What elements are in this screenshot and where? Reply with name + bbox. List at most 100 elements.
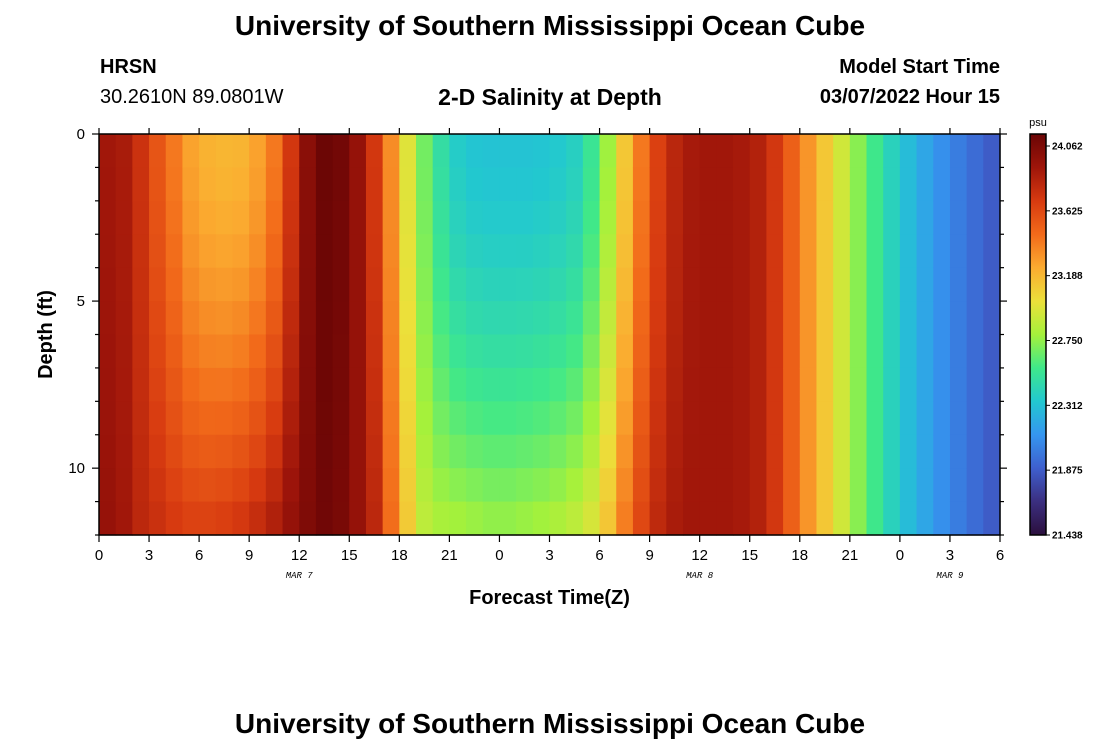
heatmap-cell bbox=[566, 468, 584, 503]
heatmap-cell bbox=[916, 334, 934, 369]
heatmap-cell bbox=[966, 367, 984, 402]
heatmap-cell bbox=[699, 401, 717, 436]
heatmap-cell bbox=[599, 334, 617, 369]
heatmap-cell bbox=[666, 367, 684, 402]
heatmap-cell bbox=[549, 501, 567, 536]
heatmap-cell bbox=[132, 468, 150, 503]
heatmap-cell bbox=[282, 167, 300, 202]
heatmap-cell bbox=[416, 434, 434, 469]
heatmap-cell bbox=[899, 434, 918, 469]
heatmap-cell bbox=[983, 501, 1001, 536]
colorbar-tick-label: 21.875 bbox=[1052, 466, 1083, 477]
heatmap-cell bbox=[616, 301, 634, 336]
heatmap-cell bbox=[432, 468, 450, 503]
heatmap-cell bbox=[849, 367, 868, 402]
heatmap-cell bbox=[966, 434, 984, 469]
heatmap-cell bbox=[716, 134, 734, 169]
heatmap-cell bbox=[983, 334, 1001, 369]
heatmap-cell bbox=[432, 334, 450, 369]
heatmap-cell bbox=[299, 234, 317, 269]
heatmap-cell bbox=[249, 234, 267, 269]
heatmap-cell bbox=[983, 401, 1001, 436]
heatmap-cell bbox=[649, 134, 667, 169]
heatmap-cell bbox=[816, 167, 834, 202]
heatmap-cell bbox=[883, 434, 901, 469]
heatmap-cell bbox=[599, 434, 617, 469]
heatmap-cell bbox=[215, 367, 234, 402]
heatmap-cell bbox=[149, 468, 167, 503]
heatmap-cell bbox=[649, 468, 667, 503]
heatmap-cell bbox=[983, 200, 1001, 235]
heatmap-cell bbox=[916, 234, 934, 269]
heatmap-cell bbox=[199, 234, 217, 269]
heatmap-cell bbox=[899, 267, 918, 302]
heatmap-cell bbox=[365, 334, 384, 369]
heatmap-cell bbox=[582, 501, 601, 536]
heatmap-cell bbox=[399, 434, 417, 469]
heatmap-cell bbox=[766, 234, 784, 269]
heatmap-cell bbox=[416, 134, 434, 169]
heatmap-cell bbox=[933, 301, 951, 336]
heatmap-cell bbox=[165, 267, 184, 302]
heatmap-cell bbox=[783, 468, 801, 503]
heatmap-cell bbox=[332, 334, 350, 369]
heatmap-cell bbox=[332, 134, 350, 169]
heatmap-cell bbox=[899, 200, 918, 235]
colorbar-tick-label: 22.312 bbox=[1052, 401, 1083, 412]
heatmap-cell bbox=[566, 134, 584, 169]
x-tick-label: 12 bbox=[691, 547, 708, 564]
heatmap-cell bbox=[616, 134, 634, 169]
heatmap-cell bbox=[916, 367, 934, 402]
heatmap-cell bbox=[432, 401, 450, 436]
heatmap-cell bbox=[349, 134, 367, 169]
heatmap-cell bbox=[282, 468, 300, 503]
heatmap-cell bbox=[616, 468, 634, 503]
heatmap-cell bbox=[115, 434, 133, 469]
heatmap-cell bbox=[265, 501, 284, 536]
heatmap-cell bbox=[666, 234, 684, 269]
y-axis-ticks: 0 5 10 bbox=[68, 126, 1007, 536]
heatmap-cell bbox=[165, 468, 184, 503]
heatmap-cell bbox=[466, 267, 484, 302]
heatmap-cell bbox=[582, 334, 601, 369]
heatmap-cell bbox=[816, 267, 834, 302]
heatmap-cell bbox=[516, 200, 534, 235]
heatmap-cell bbox=[549, 234, 567, 269]
heatmap-cell bbox=[849, 134, 868, 169]
heatmap-cell bbox=[249, 167, 267, 202]
heatmap-cell bbox=[783, 167, 801, 202]
heatmap-cell bbox=[299, 401, 317, 436]
heatmap-cell bbox=[599, 367, 617, 402]
heatmap-cell bbox=[899, 401, 918, 436]
heatmap-cell bbox=[766, 434, 784, 469]
heatmap-cell bbox=[249, 134, 267, 169]
heatmap-cell bbox=[983, 167, 1001, 202]
heatmap-cell bbox=[165, 167, 184, 202]
heatmap-cell bbox=[849, 301, 868, 336]
heatmap-cell bbox=[549, 200, 567, 235]
heatmap-cell bbox=[365, 501, 384, 536]
heatmap-cell bbox=[666, 434, 684, 469]
heatmap-cell bbox=[699, 200, 717, 235]
heatmap-cell bbox=[949, 134, 968, 169]
heatmap-cell bbox=[716, 401, 734, 436]
date-label: MAR 9 bbox=[936, 571, 964, 581]
heatmap-cell bbox=[215, 501, 234, 536]
heatmap-cell bbox=[532, 434, 551, 469]
heatmap-cell bbox=[549, 134, 567, 169]
heatmap-cell bbox=[949, 434, 968, 469]
heatmap-cell bbox=[833, 367, 851, 402]
heatmap-cell bbox=[783, 501, 801, 536]
heatmap-cell bbox=[282, 434, 300, 469]
heatmap-cell bbox=[649, 401, 667, 436]
heatmap-cell bbox=[549, 434, 567, 469]
heatmap-cell bbox=[149, 334, 167, 369]
heatmap-cell bbox=[449, 200, 467, 235]
heatmap-cell bbox=[799, 367, 818, 402]
colorbar bbox=[1029, 133, 1047, 536]
heatmap-cell bbox=[632, 167, 651, 202]
heatmap-cell bbox=[949, 267, 968, 302]
heatmap-cell bbox=[449, 267, 467, 302]
heatmap-cell bbox=[649, 301, 667, 336]
heatmap-cell bbox=[399, 468, 417, 503]
